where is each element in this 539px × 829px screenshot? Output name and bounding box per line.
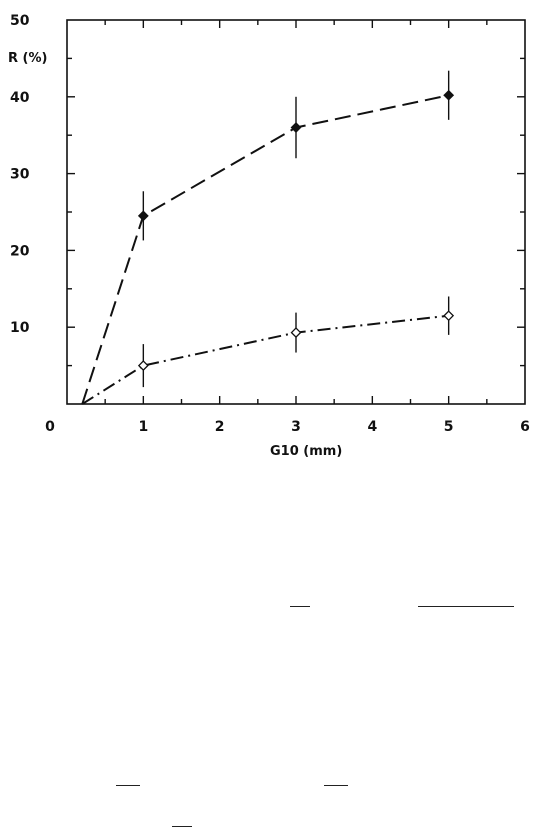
x-tick-label: 6	[520, 419, 530, 435]
series-layer	[81, 70, 455, 405]
y-axis-label: R (%)	[8, 51, 47, 66]
x-tick-label: 4	[367, 419, 377, 435]
y-tick-label: 40	[10, 90, 30, 106]
data-point	[290, 122, 302, 133]
data-point	[443, 310, 455, 322]
x-tick-label: 3	[291, 419, 301, 435]
stray-rule-line	[418, 606, 514, 607]
series-1	[81, 70, 455, 405]
tick-labels: 0 1 2 3 4 5 6 10 20 30 40 50	[10, 13, 530, 435]
y-tick-label: 30	[10, 167, 30, 183]
stray-rule-line	[290, 606, 310, 607]
series-line	[81, 314, 449, 405]
stray-rule-line	[324, 785, 348, 786]
y-tick-label: 10	[10, 320, 30, 336]
series-line	[81, 94, 449, 405]
tick-marks	[67, 20, 525, 404]
y-tick-label: 20	[10, 243, 30, 259]
x-tick-label: 0	[45, 419, 55, 435]
x-tick-label: 1	[138, 419, 148, 435]
series-2	[81, 296, 455, 405]
data-point	[290, 327, 302, 338]
x-tick-label: 5	[444, 419, 454, 435]
stray-rule-line	[116, 785, 140, 786]
data-point	[443, 89, 455, 101]
x-axis-label: G10 (mm)	[270, 444, 342, 459]
y-tick-label: 50	[10, 13, 30, 29]
data-point	[137, 210, 149, 222]
data-point	[137, 360, 149, 372]
x-tick-label: 2	[215, 419, 225, 435]
stray-rule-line	[172, 826, 192, 827]
